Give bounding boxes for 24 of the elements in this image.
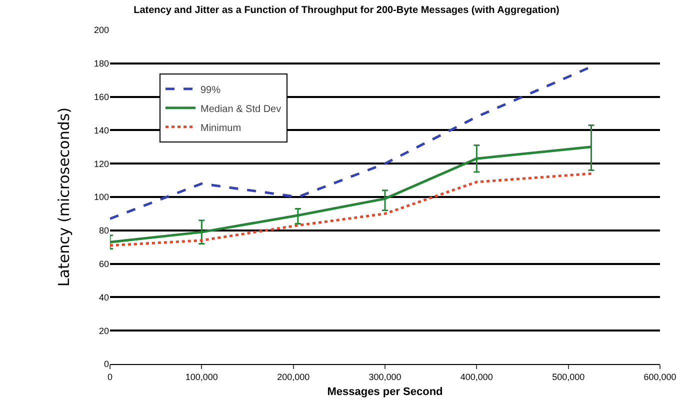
chart-title: Latency and Jitter as a Function of Throughput for 200-Byte Messages (with Aggregation) <box>134 5 560 16</box>
y-tick-label: 160 <box>94 92 109 102</box>
y-tick-label: 100 <box>94 192 109 202</box>
y-tick-label: 60 <box>98 258 109 269</box>
y-tick-label: 140 <box>94 125 109 136</box>
line-series <box>110 172 592 247</box>
x-tick-label: 500,000 <box>552 372 585 382</box>
legend-label: 99% <box>200 84 221 96</box>
x-tick-label: 600,000 <box>644 372 676 382</box>
legend-label: Minimum <box>200 122 242 134</box>
x-tick-label: 300,000 <box>368 372 402 382</box>
x-tick-label: 400,000 <box>460 372 493 382</box>
y-tick-label: 40 <box>98 292 109 302</box>
x-tick-label: 200,000 <box>277 372 310 382</box>
x-axis-title: Messages per Second <box>327 386 443 398</box>
y-tick-label: 0 <box>104 359 109 370</box>
y-tick-label: 80 <box>98 226 109 236</box>
y-axis-title: Latency (microseconds) <box>55 107 74 287</box>
y-tick-label: 180 <box>94 58 109 69</box>
x-tick-label: 100,000 <box>185 372 218 382</box>
y-tick-label: 200 <box>94 25 109 36</box>
legend-label: Median & Std Dev <box>200 104 282 115</box>
y-tick-label: 120 <box>94 158 109 169</box>
y-tick-label: 20 <box>98 326 109 336</box>
